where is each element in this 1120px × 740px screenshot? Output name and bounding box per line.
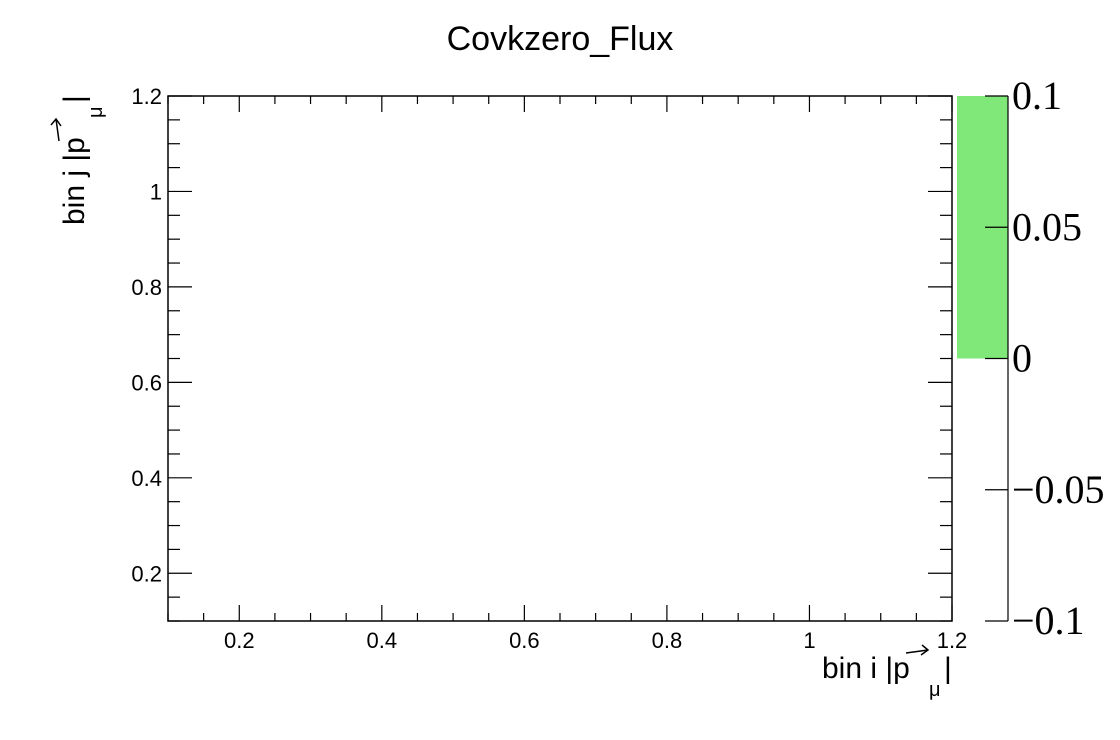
y-tick-label: 1 [150,179,162,204]
x-label-main: bin i | [822,652,893,685]
x-label-vector: p [893,652,910,685]
z-tick-label: 0 [1012,336,1032,381]
svg-text:bin i |p: bin i |p [822,652,910,685]
plot-frame [167,95,953,622]
x-tick-label: 1 [803,628,815,653]
y-label-close: | [58,95,91,103]
z-axis-tick-labels: −0.1 −0.05 0 0.05 0.1 [1012,73,1105,643]
plot-area [167,95,953,622]
z-tick-label: 0.05 [1012,204,1082,249]
x-label-close: | [944,652,952,685]
z-axis-ticks [985,95,1008,622]
z-tick-label: −0.1 [1012,598,1085,643]
chart-title: Covkzero_Flux [447,20,674,58]
x-tick-label: 0.8 [652,628,683,653]
x-label-vector-arrow [905,644,930,656]
y-tick-label: 1.2 [131,84,162,109]
y-axis-ticks [168,95,952,622]
x-tick-label: 0.6 [509,628,540,653]
x-axis-tick-labels: 0.2 0.4 0.6 0.8 1 1.2 [224,628,967,653]
y-tick-label: 0.2 [131,561,162,586]
z-tick-label: −0.05 [1012,467,1105,512]
y-axis-label: bin j |p μ | [50,95,107,225]
x-tick-label: 0.2 [224,628,255,653]
z-tick-label: 0.1 [1012,73,1062,118]
y-tick-label: 0.8 [131,275,162,300]
y-label-vector-arrow [50,117,62,142]
y-label-subscript: μ [85,106,107,118]
y-label-vector: p [58,137,91,154]
x-tick-label: 1.2 [937,628,968,653]
x-axis-ticks [167,96,953,621]
svg-text:bin j |p: bin j |p [58,137,91,225]
x-axis-label: bin i |p μ | [822,644,952,701]
y-label-main: bin j | [58,154,91,225]
y-tick-label: 0.4 [131,466,162,491]
x-label-subscript: μ [929,679,941,701]
x-tick-label: 0.4 [367,628,398,653]
y-axis-tick-labels: 0.2 0.4 0.6 0.8 1 1.2 [131,84,162,586]
y-tick-label: 0.6 [131,370,162,395]
